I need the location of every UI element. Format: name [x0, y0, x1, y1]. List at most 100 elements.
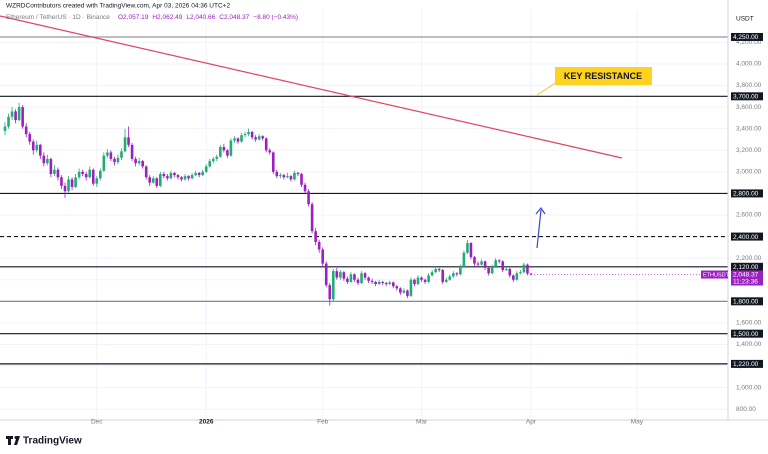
candle-body	[46, 158, 49, 164]
candle-body	[526, 264, 529, 274]
level-label: 2,400.00	[733, 234, 759, 241]
candles	[3, 102, 533, 306]
candle-body	[466, 243, 469, 253]
candle-body	[271, 152, 275, 172]
candle-body	[190, 175, 194, 179]
y-tick-label: 4,200.00	[736, 39, 762, 46]
candle-body	[434, 268, 437, 273]
candle-body	[342, 272, 346, 279]
candle-body	[444, 279, 448, 282]
y-tick-label: 3,800.00	[736, 82, 762, 89]
candle-body	[367, 277, 370, 281]
x-tick-label: Apr	[526, 419, 537, 426]
level-label: 3,700.00	[733, 94, 759, 101]
candle-body	[384, 282, 388, 285]
candle-body	[91, 169, 95, 184]
x-tick-label: Mar	[416, 419, 428, 426]
candle-body	[180, 177, 183, 180]
candle-body	[159, 174, 162, 186]
ohlc-item: O2,057.19	[118, 14, 149, 21]
candle-body	[120, 151, 123, 158]
candle-body	[151, 178, 155, 183]
candle-body	[406, 290, 409, 296]
candle-body	[215, 156, 219, 159]
candle-body	[176, 175, 180, 178]
candle-body	[95, 178, 99, 184]
candle-body	[88, 169, 92, 178]
level-tag	[731, 92, 763, 101]
x-tick-label: 2026	[199, 419, 214, 426]
logo: TradingView	[6, 436, 82, 447]
candle-body	[519, 272, 522, 274]
candle-body	[370, 280, 374, 282]
candle-body	[28, 134, 32, 142]
candle-body	[430, 272, 434, 276]
candle-body	[254, 137, 257, 140]
logo-text: TradingView	[23, 436, 82, 447]
candle-body	[250, 131, 254, 138]
candle-body	[504, 268, 508, 271]
candle-body	[208, 161, 212, 167]
candle-body	[268, 150, 272, 153]
candle-body	[512, 275, 515, 280]
level-label: 1,500.00	[733, 331, 759, 338]
candle-body	[282, 175, 286, 178]
candle-body	[261, 136, 264, 139]
candle-body	[437, 268, 441, 271]
candle-body	[427, 275, 430, 282]
x-tick-label: Feb	[317, 419, 329, 426]
candle-body	[346, 278, 349, 282]
candle-body	[24, 126, 28, 135]
candle-body	[497, 260, 501, 262]
logo-dot	[14, 436, 18, 439]
price-tag-box	[731, 270, 763, 286]
candle-body	[279, 175, 282, 177]
candle-body	[116, 157, 120, 163]
candle-body	[56, 169, 60, 178]
credit: WZRDContributors created with TradingVie…	[6, 3, 230, 10]
candle-body	[194, 172, 197, 176]
level-label: 4,250.00	[733, 34, 759, 41]
candle-body	[296, 172, 300, 174]
candle-body	[137, 161, 141, 164]
candle-body	[187, 176, 190, 179]
level-tag	[731, 32, 763, 41]
candle-body	[508, 268, 512, 276]
y-tick-label: 3,000.00	[736, 169, 762, 176]
candle-body	[148, 177, 152, 183]
candle-body	[420, 277, 423, 280]
last-price: 2,048.37	[733, 272, 759, 279]
candle-body	[392, 282, 395, 287]
level-tag	[731, 359, 763, 368]
trend-line	[0, 15, 623, 159]
candle-body	[31, 141, 35, 151]
candle-body	[60, 177, 63, 186]
candle-body	[113, 158, 116, 163]
candle-body	[144, 166, 148, 178]
candle-body	[494, 260, 497, 267]
level-tag	[731, 189, 763, 198]
candle-body	[166, 176, 169, 179]
candle-body	[441, 270, 445, 282]
candle-body	[81, 171, 84, 174]
candle-body	[360, 273, 363, 283]
candle-body	[247, 131, 250, 135]
candle-body	[84, 174, 88, 178]
candle-body	[183, 176, 187, 180]
candle-body	[324, 263, 328, 286]
x-tick-label: Dec	[91, 419, 103, 426]
candle-body	[127, 137, 130, 145]
candle-body	[63, 185, 67, 192]
candle-body	[10, 111, 14, 117]
candle-body	[201, 171, 204, 176]
candle-body	[409, 279, 413, 296]
candle-body	[264, 138, 268, 151]
candle-body	[455, 273, 459, 275]
level-tag	[731, 262, 763, 271]
ohlc-item: H2,062.49	[152, 14, 182, 21]
candle-body	[106, 152, 109, 156]
candle-body	[469, 243, 473, 258]
level-tag	[731, 329, 763, 338]
candle-body	[473, 257, 476, 264]
candle-body	[476, 263, 480, 265]
